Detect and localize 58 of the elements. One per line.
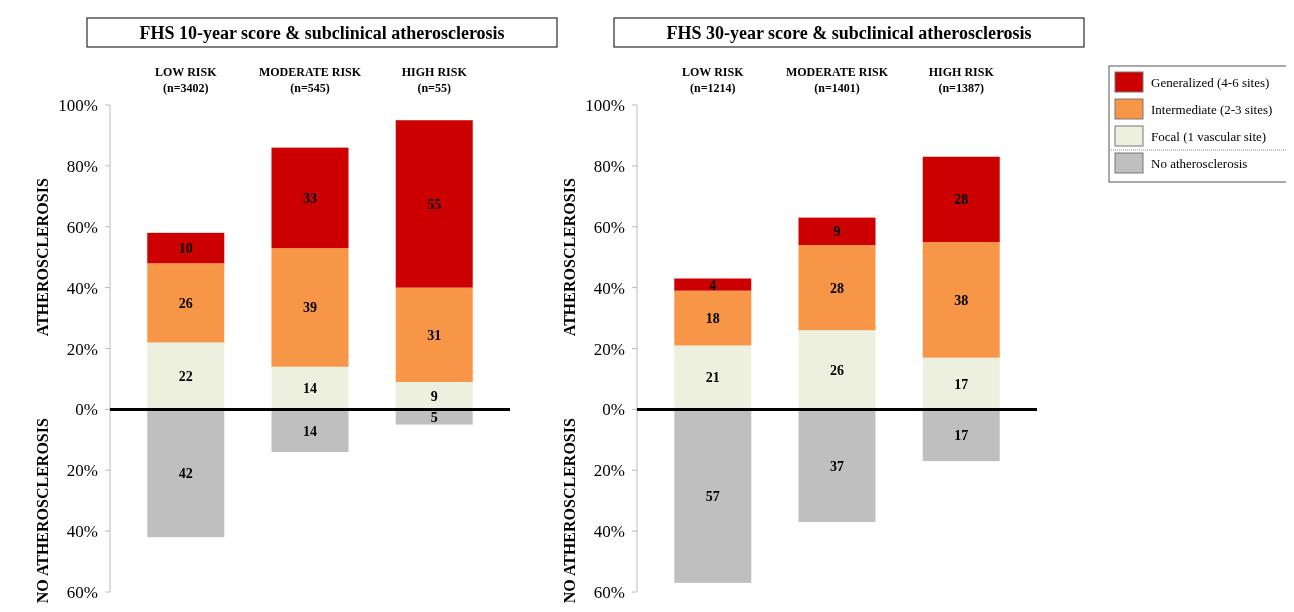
data-label: 14 [303,381,317,397]
text: NO ATHEROSCLEROSIS [561,418,578,604]
y-tick-label: 0% [602,400,625,420]
y-tick-label: 60% [66,217,98,237]
data-label: 22 [178,368,193,384]
text: NO ATHEROSCLEROSIS [34,418,51,604]
y-tick-label: 60% [66,583,98,602]
data-label: 31 [427,327,442,343]
y-tick-label: 40% [66,522,98,542]
data-label: 14 [303,423,317,439]
chart-title: FHS 10-year score & subclinical atherosclerosis [139,23,505,43]
data-label: 38 [954,292,969,308]
data-label: 21 [705,370,720,386]
data-label: 28 [954,192,969,208]
y-tick-label: 40% [66,278,98,298]
y-tick-label: 80% [593,156,625,176]
data-label: 5 [430,409,438,425]
y-tick-label: 40% [593,278,625,298]
x-tick-label: HIGH RISK (n=1387) [928,65,995,95]
data-label: 4 [709,277,717,293]
data-label: 9 [430,388,438,404]
data-label: 18 [705,311,720,327]
y-tick-label: 40% [593,522,625,542]
data-label: 57 [705,489,720,505]
data-label: 42 [178,466,193,482]
y-tick-label: 20% [593,339,625,359]
x-tick-label: MODERATE RISK (n=545) [258,65,362,95]
data-label: 28 [830,280,844,296]
legend-label: Generalized (4-6 sites) [1151,75,1270,90]
data-label: 9 [833,224,841,240]
data-label: 17 [954,376,969,392]
y-axis-title: ATHEROSCLEROSIS [34,178,51,337]
data-label: 26 [830,362,844,378]
x-tick-label: HIGH RISK (n=55) [401,65,468,95]
legend-label: Focal (1 vascular site) [1151,129,1267,144]
y-tick-label: 60% [593,217,625,237]
y-tick-label: 60% [593,583,625,602]
data-label: 39 [303,300,317,316]
y-tick-label: 20% [66,339,98,359]
y-tick-label: 20% [66,461,98,481]
data-label: 26 [178,295,193,311]
y-tick-label: 0% [75,400,98,420]
y-axis-title: ATHEROSCLEROSIS [561,178,578,337]
x-tick-label: LOW RISK (n=1214) [682,65,745,95]
x-tick-label: LOW RISK (n=3402) [155,65,218,95]
x-tick-label: MODERATE RISK (n=1401) [785,65,889,95]
data-label: 17 [954,428,969,444]
y-tick-label: 100% [58,96,98,115]
legend-label: Intermediate (2-3 sites) [1151,102,1273,117]
data-label: 55 [427,196,442,212]
data-label: 33 [303,190,317,206]
data-label: 37 [830,458,844,474]
y-tick-label: 80% [66,156,98,176]
y-tick-label: 20% [593,461,625,481]
data-label: 10 [178,241,193,257]
legend-label: No atherosclerosis [1151,156,1248,171]
y-tick-label: 100% [585,96,625,115]
chart-title: FHS 30-year score & subclinical atherosclerosis [666,23,1032,43]
